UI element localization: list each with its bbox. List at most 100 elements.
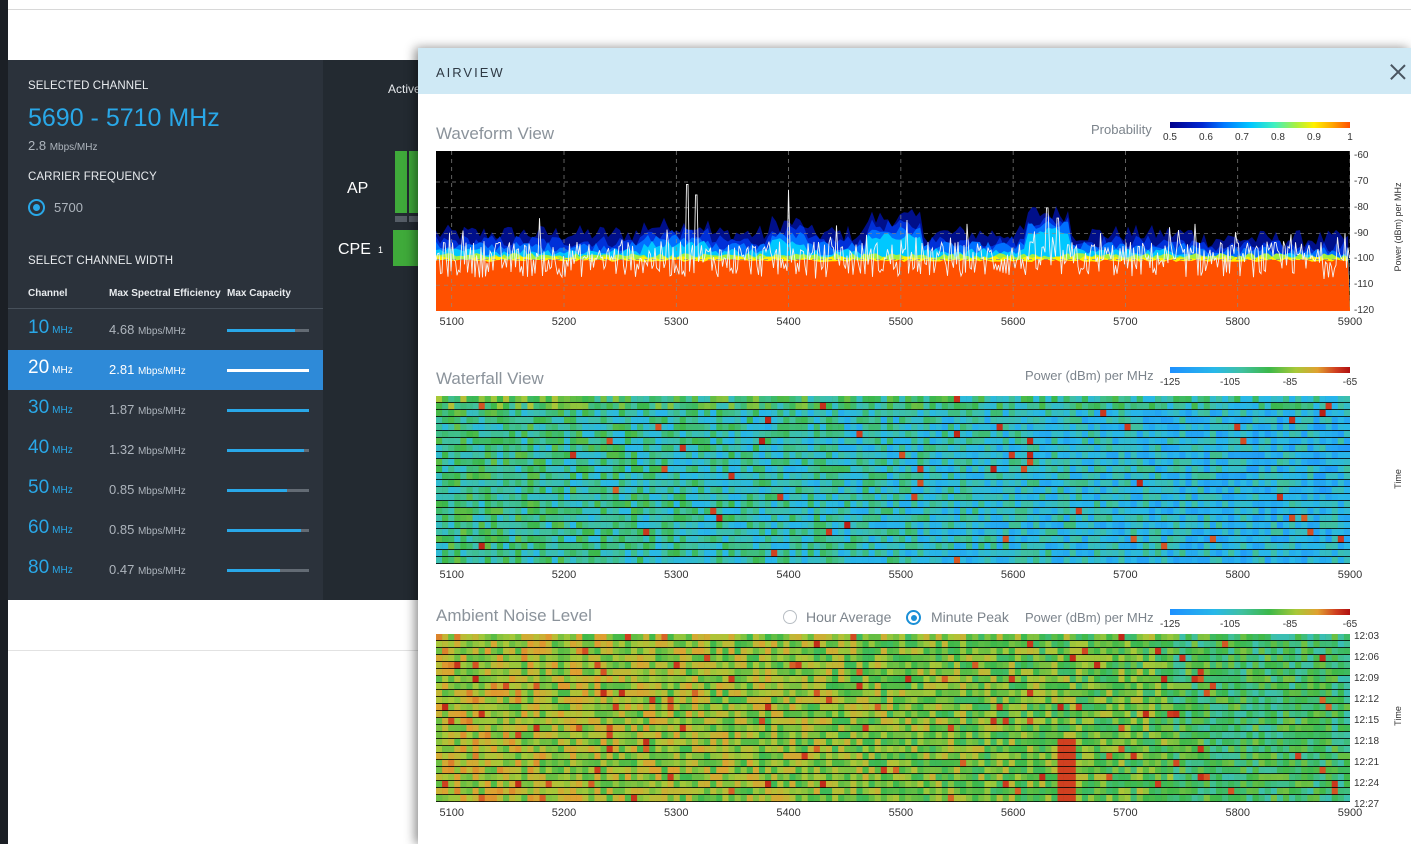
heatmap-cell [704, 536, 711, 543]
waterfall-heatmap[interactable] [436, 396, 1350, 564]
heatmap-cell [1179, 543, 1186, 550]
channel-width-row-10[interactable]: 10 MHz 4.68 Mbps/MHz [8, 310, 323, 350]
heatmap-cell [460, 669, 467, 676]
heatmap-cell [716, 494, 723, 501]
heatmap-cell [1112, 508, 1119, 515]
heatmap-cell [765, 522, 772, 529]
heatmap-cell [758, 634, 766, 641]
heatmap-cell [588, 669, 595, 676]
heatmap-cell [1343, 655, 1350, 662]
heatmap-cell [673, 410, 681, 417]
heatmap-cell [1307, 683, 1314, 690]
heatmap-cell [1197, 403, 1205, 410]
heatmap-cell [1319, 669, 1326, 676]
heatmap-cell [752, 641, 760, 648]
heatmap-cell [1191, 445, 1198, 452]
heatmap-cell [490, 487, 498, 494]
heatmap-cell [1319, 634, 1326, 641]
waveform-plot[interactable] [436, 151, 1350, 311]
heatmap-cell [905, 676, 912, 683]
carrier-radio-selected[interactable] [28, 199, 45, 216]
heatmap-cell [503, 550, 510, 557]
heatmap-cell [1008, 466, 1016, 473]
heatmap-cell [630, 494, 638, 501]
heatmap-cell [1307, 641, 1314, 648]
heatmap-cell [710, 438, 717, 445]
heatmap-cell [624, 445, 632, 452]
heatmap-cell [448, 473, 455, 480]
heatmap-cell [899, 669, 906, 676]
heatmap-cell [838, 529, 845, 536]
heatmap-cell [771, 501, 778, 508]
heatmap-cell [1228, 459, 1235, 466]
minute-peak-radio[interactable] [906, 610, 921, 625]
heatmap-cell [1203, 557, 1211, 564]
heatmap-cell [1234, 431, 1241, 438]
hour-average-radio[interactable] [783, 610, 797, 624]
heatmap-cell [515, 557, 522, 564]
heatmap-cell [1215, 669, 1223, 676]
heatmap-cell [1142, 410, 1150, 417]
heatmap-cell [832, 487, 839, 494]
heatmap-cell [612, 403, 620, 410]
heatmap-cell [771, 431, 778, 438]
heatmap-cell [557, 508, 565, 515]
heatmap-cell [533, 676, 540, 683]
heatmap-cell [478, 480, 486, 487]
heatmap-cell [722, 487, 729, 494]
heatmap-cell [1094, 641, 1101, 648]
heatmap-cell [1240, 543, 1247, 550]
heatmap-cell [1148, 543, 1156, 550]
heatmap-cell [460, 396, 467, 403]
heatmap-cell [460, 431, 467, 438]
heatmap-cell [576, 438, 583, 445]
heatmap-cell [490, 522, 498, 529]
heatmap-cell [1106, 543, 1113, 550]
heatmap-cell [594, 550, 601, 557]
channel-width-row-60[interactable]: 60 MHz 0.85 Mbps/MHz [8, 510, 323, 550]
heatmap-cell [911, 648, 918, 655]
channel-width-row-30[interactable]: 30 MHz 1.87 Mbps/MHz [8, 390, 323, 430]
heatmap-cell [1301, 641, 1308, 648]
heatmap-cell [472, 417, 479, 424]
heatmap-cell [838, 536, 845, 543]
minute-peak-label[interactable]: Minute Peak [931, 609, 1009, 625]
heatmap-cell [1167, 501, 1174, 508]
heatmap-cell [893, 494, 900, 501]
heatmap-cell [953, 648, 961, 655]
hour-average-label[interactable]: Hour Average [806, 609, 892, 625]
heatmap-cell [819, 410, 827, 417]
channel-width-row-20[interactable]: 20 MHz 2.81 Mbps/MHz [8, 350, 323, 390]
heatmap-cell [1264, 676, 1272, 683]
carrier-frequency-option[interactable]: 5700 [28, 199, 83, 216]
channel-width-row-50[interactable]: 50 MHz 0.85 Mbps/MHz [8, 470, 323, 510]
heatmap-cell [1008, 662, 1016, 669]
heatmap-cell [539, 424, 546, 431]
heatmap-cell [624, 480, 632, 487]
heatmap-cell [740, 557, 748, 564]
heatmap-cell [1234, 410, 1241, 417]
heatmap-cell [923, 466, 930, 473]
heatmap-cell [813, 494, 821, 501]
heatmap-cell [490, 536, 498, 543]
heatmap-cell [472, 445, 479, 452]
heatmap-cell [1155, 683, 1162, 690]
heatmap-cell [1264, 529, 1272, 536]
heatmap-cell [539, 655, 546, 662]
channel-width-row-40[interactable]: 40 MHz 1.32 Mbps/MHz [8, 430, 323, 470]
heatmap-cell [661, 396, 668, 403]
ambient-heatmap[interactable] [436, 634, 1350, 802]
heatmap-cell [789, 417, 796, 424]
close-icon[interactable] [1390, 64, 1406, 80]
heatmap-cell [886, 459, 894, 466]
heatmap-cell [551, 466, 559, 473]
channel-width-row-80[interactable]: 80 MHz 0.47 Mbps/MHz [8, 550, 323, 590]
heatmap-cell [1020, 410, 1028, 417]
heatmap-cell [691, 508, 699, 515]
heatmap-cell [838, 480, 845, 487]
heatmap-cell [1039, 438, 1046, 445]
heatmap-cell [728, 466, 735, 473]
heatmap-cell [996, 550, 1003, 557]
heatmap-cell [953, 669, 961, 676]
heatmap-cell [496, 557, 504, 564]
